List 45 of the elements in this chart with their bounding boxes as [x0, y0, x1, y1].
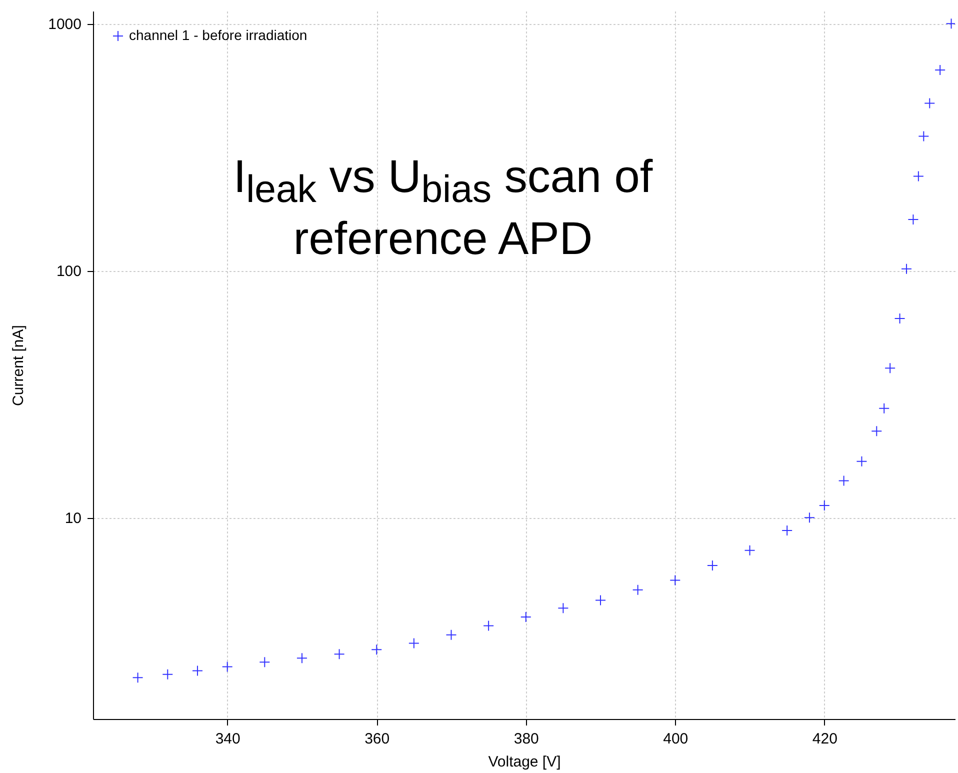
point — [371, 644, 382, 656]
point — [900, 263, 912, 274]
text: I$_{leak}$ vs U$_{bias}$ scan of reference APD — [233, 150, 653, 264]
point — [334, 648, 345, 660]
x-axis-title: Voltage [V] — [488, 754, 561, 770]
x-tick-label: 420 — [812, 730, 838, 748]
y-tick-label: 10 — [64, 510, 82, 528]
point — [782, 524, 793, 536]
point — [408, 638, 420, 649]
point — [856, 456, 868, 467]
point — [908, 214, 919, 226]
point — [670, 574, 681, 586]
point — [520, 611, 532, 622]
point — [918, 130, 930, 142]
point — [162, 668, 174, 680]
point — [296, 652, 308, 664]
point — [818, 500, 830, 511]
point — [632, 584, 644, 596]
point — [912, 170, 924, 182]
point — [934, 64, 946, 76]
y-axis-title: Current [nA] — [10, 325, 28, 406]
point — [804, 512, 815, 524]
x-tick-label: 400 — [663, 730, 688, 748]
point — [744, 544, 756, 556]
point — [706, 560, 718, 571]
x-tick-label: 360 — [364, 730, 390, 748]
point — [259, 656, 270, 668]
point — [446, 629, 457, 640]
y-tick-label: 100 — [56, 263, 82, 280]
y-tick-label: 1000 — [48, 16, 82, 34]
point — [878, 402, 890, 414]
point — [595, 594, 606, 606]
x-tick-label: 340 — [215, 730, 240, 748]
point — [871, 426, 882, 437]
x-tick-label: 380 — [514, 730, 539, 748]
point — [924, 98, 936, 109]
point — [483, 620, 494, 632]
point — [894, 313, 906, 324]
legend-label: channel 1 - before irradiation — [129, 27, 308, 43]
point — [222, 661, 233, 672]
point — [884, 362, 896, 374]
point — [838, 475, 850, 486]
point — [132, 672, 144, 684]
point — [192, 665, 203, 676]
point — [558, 602, 569, 614]
